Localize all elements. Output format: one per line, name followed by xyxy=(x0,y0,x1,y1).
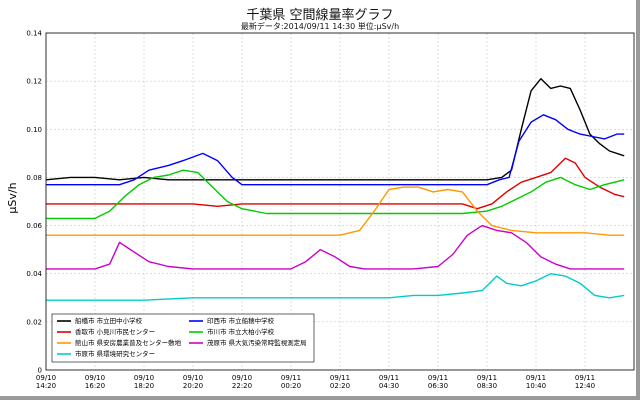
plot-border xyxy=(45,32,635,371)
y-tick-label: 0.04 xyxy=(26,270,42,278)
series-line xyxy=(46,157,625,210)
series-line xyxy=(46,114,625,186)
x-tick-label-time: 14:20 xyxy=(36,382,56,390)
x-tick-label-date: 09/10 xyxy=(232,374,252,382)
x-tick-label-date: 09/10 xyxy=(183,374,203,382)
legend-label: 館山市 県安房農業普及センター敷地 xyxy=(75,338,182,347)
y-tick-label: 0.08 xyxy=(26,174,42,182)
chart-title: 千葉県 空間線量率グラフ xyxy=(246,8,394,23)
x-tick-label-date: 09/11 xyxy=(379,374,399,382)
legend-label: 市原市 県環境研究センター xyxy=(75,349,155,358)
y-tick-label: 0.02 xyxy=(26,318,42,326)
y-tick-label: 0 xyxy=(38,367,42,375)
series-line xyxy=(45,78,625,181)
x-tick-label-time: 10:40 xyxy=(526,382,546,390)
x-tick-label-date: 09/11 xyxy=(575,374,595,382)
chart-subtitle: 最新データ:2014/09/11 14:30 単位:μSv/h xyxy=(240,22,400,31)
x-tick-label-date: 09/10 xyxy=(36,374,56,382)
legend-label: 香取市 小見川市民センター xyxy=(75,327,155,336)
x-tick-label-time: 04:30 xyxy=(379,382,399,390)
x-tick-label-date: 09/11 xyxy=(526,374,546,382)
y-axis-label: μSv/h xyxy=(6,182,19,213)
y-tick-label: 0.10 xyxy=(26,126,42,134)
y-tick-label: 0.06 xyxy=(26,222,42,230)
x-tick-label-date: 09/10 xyxy=(134,374,154,382)
legend-label: 印西市 市立船穂中学校 xyxy=(207,316,275,325)
x-tick-label-time: 20:20 xyxy=(183,382,203,390)
x-tick-label-time: 00:20 xyxy=(281,382,301,390)
x-tick-label-time: 06:30 xyxy=(428,382,448,390)
x-tick-label-time: 22:20 xyxy=(232,382,252,390)
series-line xyxy=(46,273,625,301)
x-tick-label-time: 16:20 xyxy=(85,382,105,390)
series-line xyxy=(46,186,625,236)
x-tick-label-date: 09/11 xyxy=(477,374,497,382)
y-tick-label: 0.14 xyxy=(26,30,42,38)
x-tick-label-date: 09/11 xyxy=(281,374,301,382)
x-tick-label-time: 02:20 xyxy=(330,382,350,390)
x-tick-label-time: 12:40 xyxy=(575,382,595,390)
legend-label: 船橋市 市立田中小学校 xyxy=(75,316,143,325)
x-tick-label-date: 09/11 xyxy=(330,374,350,382)
x-tick-label-date: 09/11 xyxy=(428,374,448,382)
legend-box xyxy=(51,313,315,363)
legend-label: 茂原市 県大気汚染常時監視測定局 xyxy=(207,338,307,347)
legend-label: 市川市 市立大柏小学校 xyxy=(207,327,275,336)
y-tick-label: 0.12 xyxy=(26,78,42,86)
x-tick-label-date: 09/10 xyxy=(85,374,105,382)
series-line xyxy=(46,169,625,220)
x-tick-label-time: 08:30 xyxy=(477,382,497,390)
series-line xyxy=(46,224,625,270)
x-tick-label-time: 18:20 xyxy=(134,382,154,390)
